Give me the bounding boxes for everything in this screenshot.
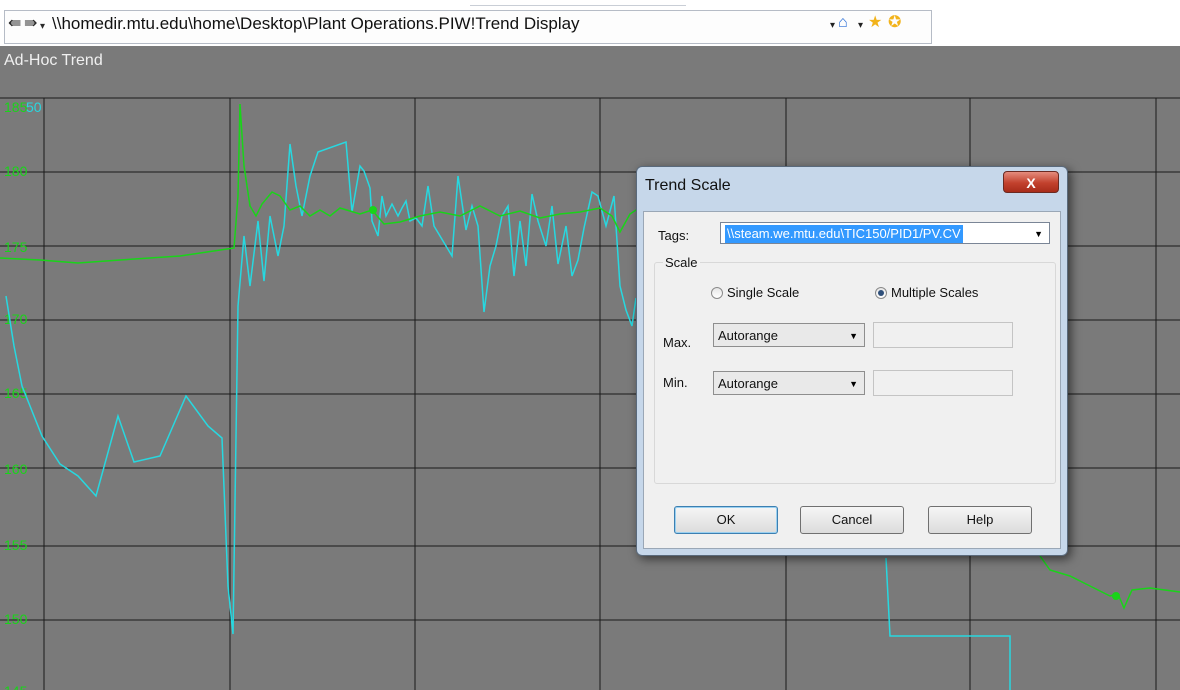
y-axis-tick-label: 150: [4, 611, 28, 627]
max-value-input: [873, 322, 1013, 348]
browser-toolbar: ⇚ ⇛ ▾ \\homedir.mtu.edu\home\Desktop\Pla…: [0, 0, 1180, 46]
max-dropdown[interactable]: Autorange ▼: [713, 323, 865, 347]
multiple-scales-label[interactable]: Multiple Scales: [891, 285, 979, 300]
favorites-star-icon[interactable]: ★: [868, 14, 883, 31]
y-axis-tick-label: 185: [4, 99, 28, 115]
scale-group: Scale Single Scale Multiple Scales Max. …: [654, 255, 1056, 484]
close-button[interactable]: X: [1003, 171, 1059, 193]
chevron-down-icon[interactable]: ▼: [849, 331, 858, 341]
y-axis-tick-label: 170: [4, 311, 28, 327]
y-axis-tick-label: 175: [4, 239, 28, 255]
back-arrow-icon[interactable]: ⇚: [8, 15, 22, 32]
series-cyan-line: [5, 140, 637, 635]
multiple-scales-radio[interactable]: [875, 287, 887, 299]
chevron-down-icon[interactable]: ▼: [849, 379, 858, 389]
single-scale-radio[interactable]: [711, 287, 723, 299]
chevron-down-icon[interactable]: ▾: [858, 20, 864, 31]
max-label: Max.: [663, 335, 692, 350]
series-marker: [369, 206, 377, 214]
trend-title: Ad-Hoc Trend: [4, 52, 103, 69]
history-dropdown-icon[interactable]: ▾: [40, 21, 46, 32]
scale-group-label: Scale: [663, 255, 700, 270]
min-dropdown-value: Autorange: [718, 376, 778, 391]
cancel-button[interactable]: Cancel: [800, 506, 904, 534]
series-green-line-lower: [1039, 555, 1180, 610]
y-axis-tick-label: 180: [4, 163, 28, 179]
tags-dropdown[interactable]: \\steam.we.mtu.edu\TIC150/PID1/PV.CV ▼: [720, 222, 1050, 244]
series-cyan-line-lower: [885, 557, 1011, 690]
chevron-down-icon[interactable]: ▼: [1034, 229, 1043, 239]
close-icon: X: [1026, 175, 1036, 191]
y-axis-tick-label: 145: [4, 683, 28, 690]
series-marker: [1112, 592, 1120, 600]
address-text[interactable]: \\homedir.mtu.edu\home\Desktop\Plant Ope…: [52, 14, 580, 33]
min-value-input: [873, 370, 1013, 396]
forward-arrow-icon[interactable]: ⇛: [24, 15, 38, 32]
tags-value[interactable]: \\steam.we.mtu.edu\TIC150/PID1/PV.CV: [725, 225, 963, 243]
ok-button[interactable]: OK: [674, 506, 778, 534]
home-icon[interactable]: ⌂: [838, 14, 848, 31]
address-bar[interactable]: [4, 10, 932, 44]
y-axis-ticks: 185 180 175 170 165 160 155 150 145: [4, 99, 28, 690]
toolbar-divider: [470, 5, 686, 6]
series-green-line: [0, 103, 637, 264]
min-label: Min.: [663, 375, 688, 390]
tags-label: Tags:: [658, 228, 690, 243]
dialog-body: Tags: \\steam.we.mtu.edu\TIC150/PID1/PV.…: [643, 211, 1061, 549]
y-axis-tick-label: 160: [4, 461, 28, 477]
y-axis-tick-label: 165: [4, 385, 28, 401]
chevron-down-icon[interactable]: ▾: [830, 20, 836, 31]
min-dropdown[interactable]: Autorange ▼: [713, 371, 865, 395]
y-axis-tick-label: 155: [4, 537, 28, 553]
trend-scale-dialog: Trend Scale X Tags: \\steam.we.mtu.edu\T…: [636, 166, 1068, 556]
add-favorites-icon[interactable]: ✪: [888, 14, 902, 31]
max-dropdown-value: Autorange: [718, 328, 778, 343]
single-scale-label[interactable]: Single Scale: [727, 285, 800, 300]
second-axis-top-label: 50: [26, 99, 42, 115]
dialog-title: Trend Scale: [645, 177, 731, 194]
help-button[interactable]: Help: [928, 506, 1032, 534]
